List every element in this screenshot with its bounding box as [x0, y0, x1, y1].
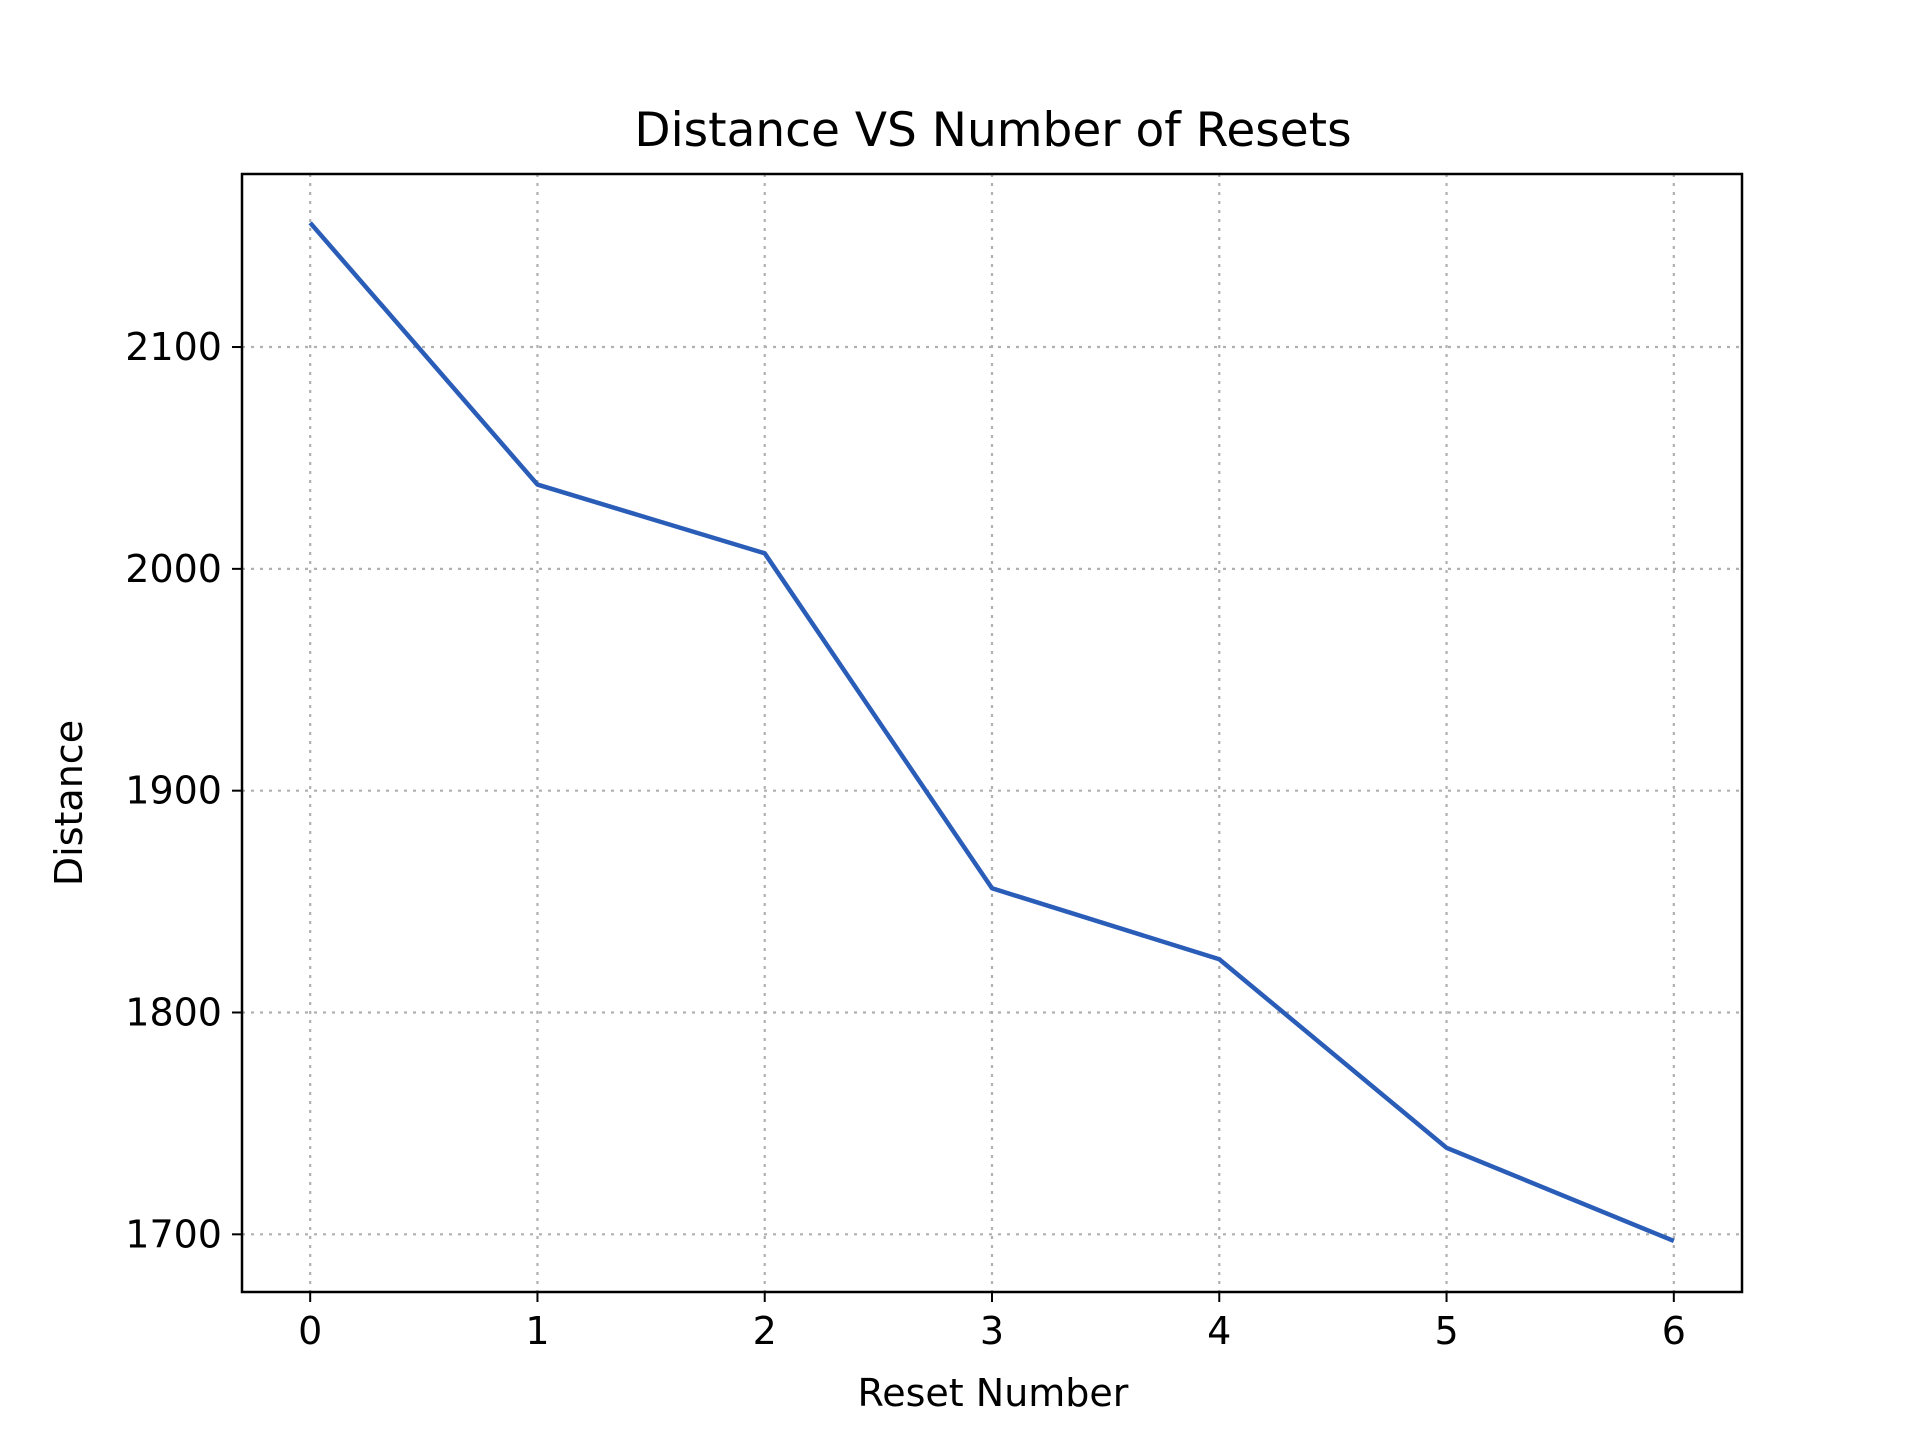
chart-title: Distance VS Number of Resets: [634, 103, 1351, 158]
x-tick-label: 3: [980, 1309, 1004, 1353]
x-tick-label: 5: [1434, 1309, 1458, 1353]
y-tick-label: 1900: [125, 769, 222, 813]
plot-series: [308, 221, 1675, 1244]
y-tick-label: 2100: [125, 325, 222, 369]
grid-lines: [242, 174, 1742, 1292]
y-tick-label: 1800: [125, 991, 222, 1035]
x-tick-label: 6: [1662, 1309, 1686, 1353]
y-axis-label: Distance: [47, 720, 91, 886]
x-tick-label: 0: [298, 1309, 322, 1353]
y-tick-label: 1700: [125, 1212, 222, 1256]
x-axis-ticks: 0 1 2 3 4 5 6: [298, 1292, 1686, 1353]
x-tick-label: 1: [525, 1309, 549, 1353]
x-tick-label: 4: [1207, 1309, 1231, 1353]
y-tick-label: 2000: [125, 547, 222, 591]
x-axis-label: Reset Number: [858, 1371, 1129, 1415]
x-tick-label: 2: [753, 1309, 777, 1353]
y-axis-ticks: 1700 1800 1900 2000 2100: [125, 325, 242, 1256]
